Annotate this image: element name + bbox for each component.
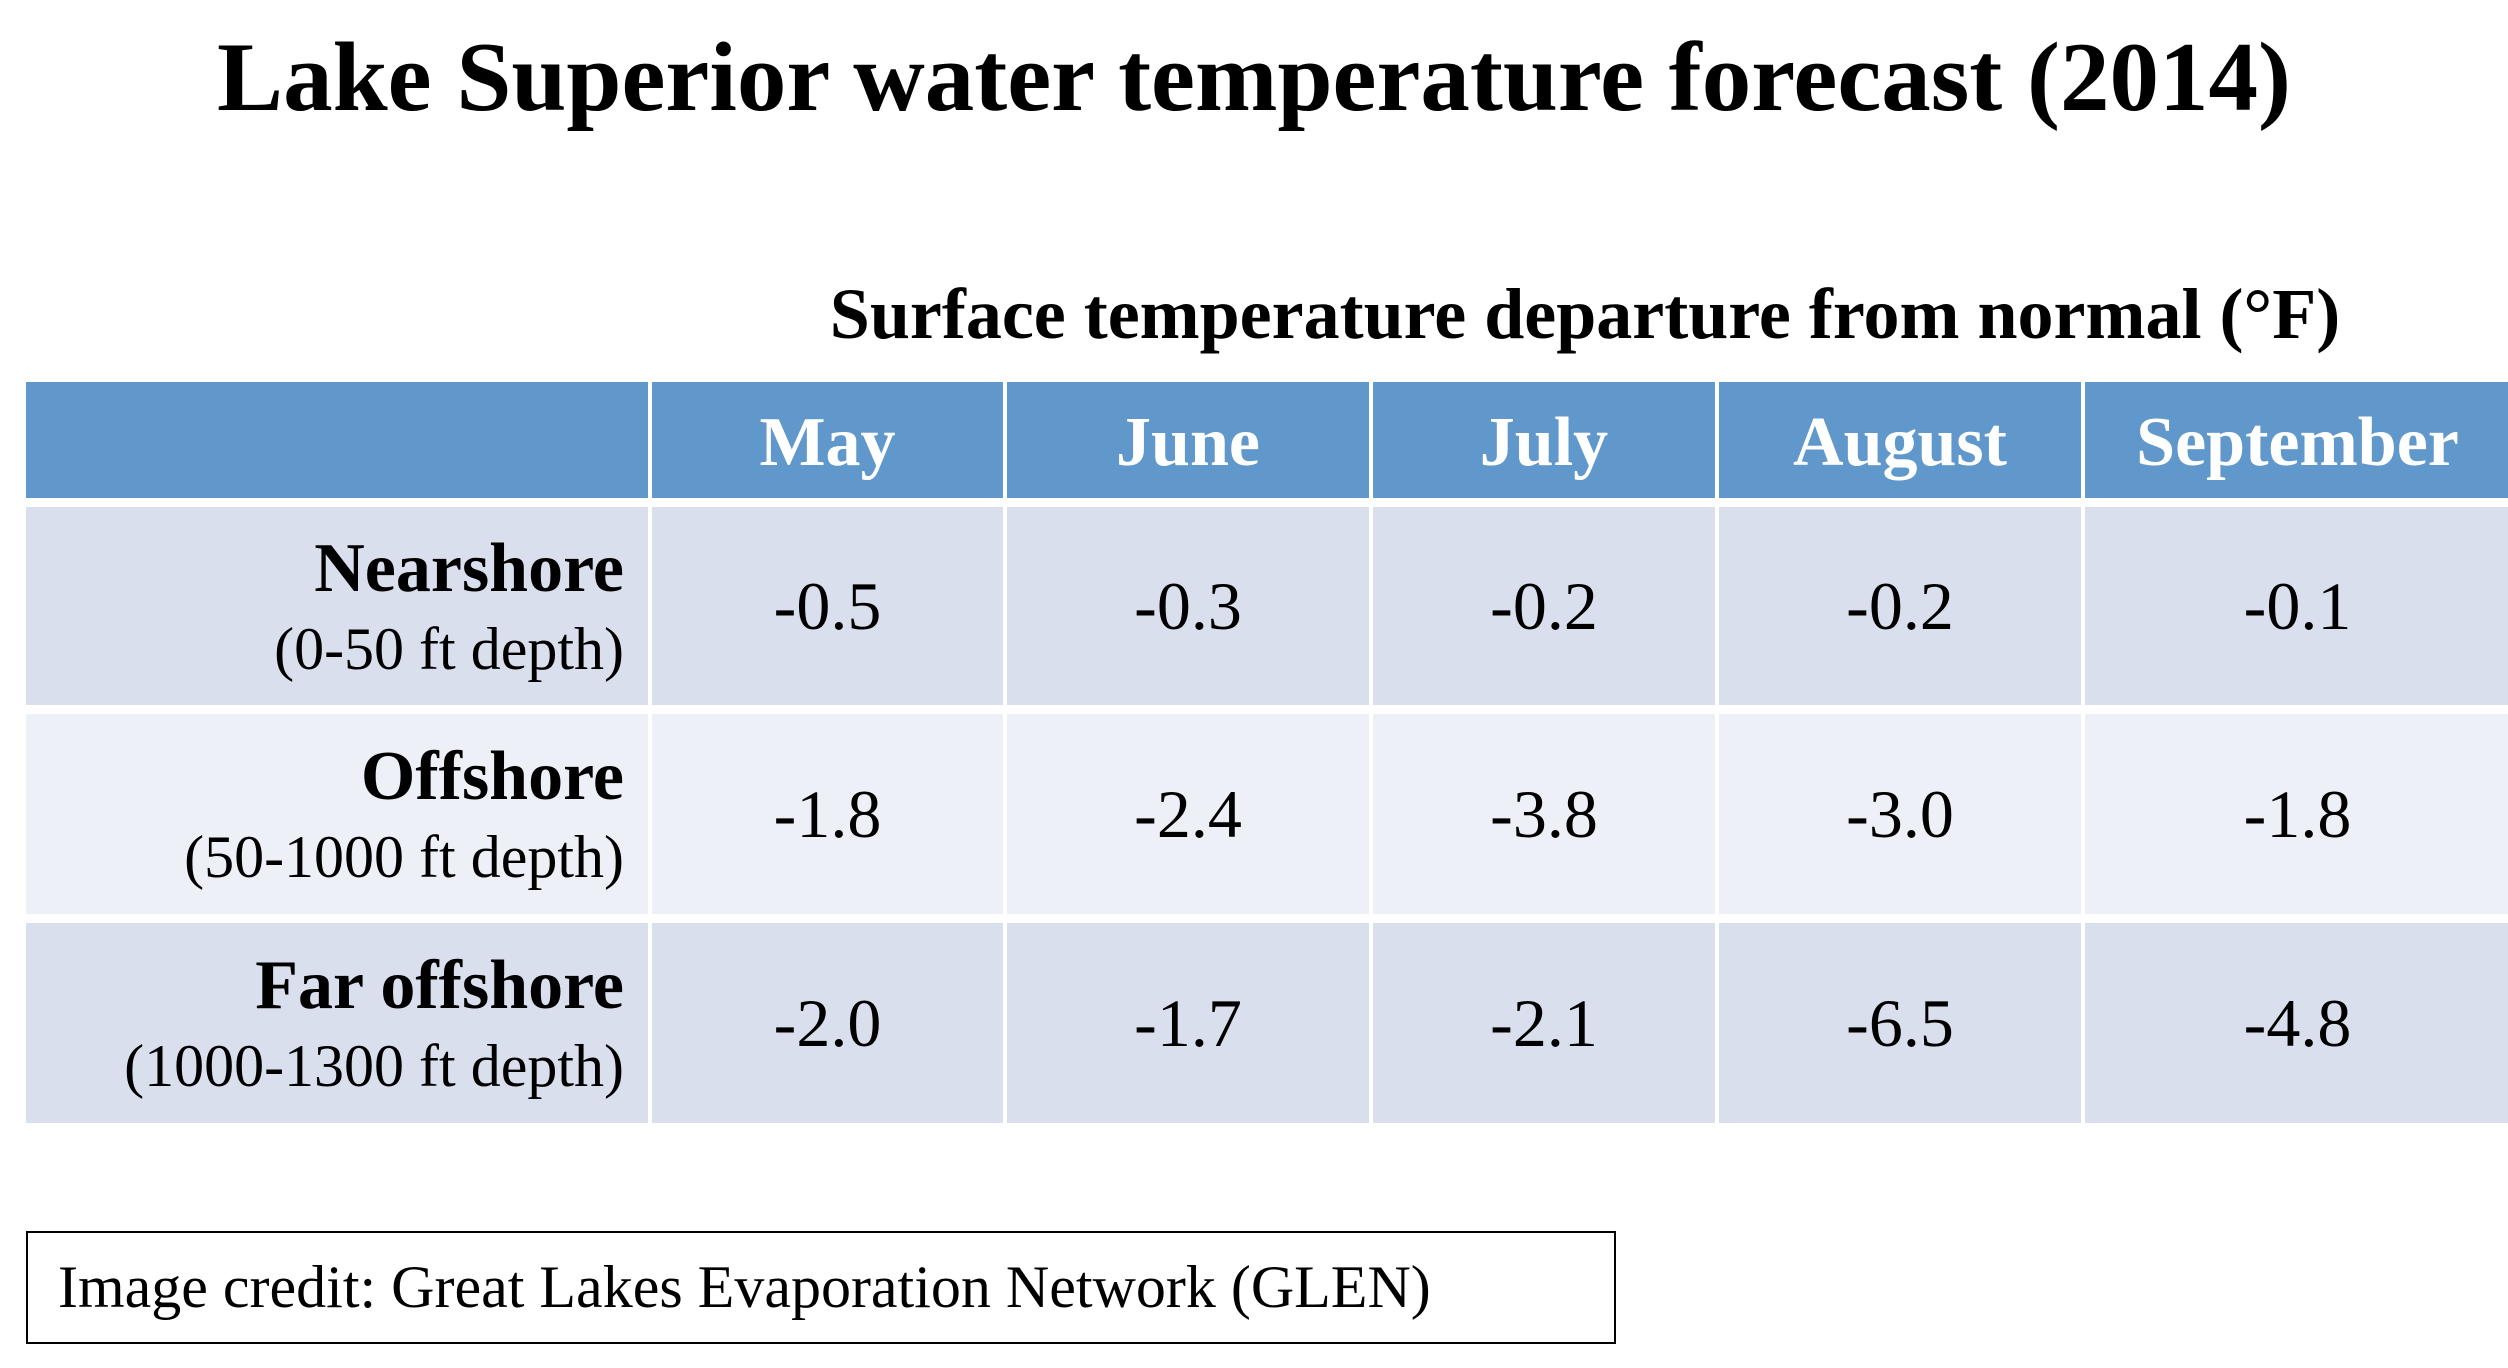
- column-header-july: July: [1373, 382, 1715, 498]
- value-cell: -0.2: [1373, 507, 1715, 705]
- value-cell: -6.5: [1719, 923, 2081, 1123]
- value-cell: -2.1: [1373, 923, 1715, 1123]
- value-cell: -3.0: [1719, 714, 2081, 914]
- value-cell: -3.8: [1373, 714, 1715, 914]
- value-cell: -2.0: [652, 923, 1003, 1123]
- row-label-far-offshore: Far offshore (1000-1300 ft depth): [26, 923, 648, 1123]
- table-subtitle: Surface temperature departure from norma…: [829, 274, 2341, 354]
- column-header-september: September: [2085, 382, 2508, 498]
- value-cell: -0.2: [1719, 507, 2081, 705]
- column-header-june: June: [1007, 382, 1369, 498]
- row-depth: (1000-1300 ft depth): [124, 1033, 624, 1099]
- value-cell: -2.4: [1007, 714, 1369, 914]
- header-corner-cell: [26, 382, 648, 498]
- image-credit-box: Image credit: Great Lakes Evaporation Ne…: [26, 1231, 1616, 1344]
- column-header-august: August: [1719, 382, 2081, 498]
- value-cell: -4.8: [2085, 923, 2508, 1123]
- value-cell: -0.5: [652, 507, 1003, 705]
- row-name: Nearshore: [314, 530, 624, 607]
- value-cell: -0.1: [2085, 507, 2508, 705]
- row-label-nearshore: Nearshore (0-50 ft depth): [26, 507, 648, 705]
- row-name: Offshore: [360, 738, 624, 815]
- row-label-offshore: Offshore (50-1000 ft depth): [26, 714, 648, 914]
- image-credit-text: Image credit: Great Lakes Evaporation Ne…: [58, 1254, 1431, 1320]
- chart-title: Lake Superior water temperature forecast…: [217, 23, 2291, 132]
- row-name: Far offshore: [255, 947, 624, 1024]
- forecast-table: May June July August September Nearshore…: [26, 382, 2508, 1123]
- value-cell: -0.3: [1007, 507, 1369, 705]
- column-header-may: May: [652, 382, 1003, 498]
- value-cell: -1.8: [2085, 714, 2508, 914]
- row-depth: (0-50 ft depth): [274, 616, 624, 682]
- row-depth: (50-1000 ft depth): [184, 824, 624, 890]
- value-cell: -1.8: [652, 714, 1003, 914]
- value-cell: -1.7: [1007, 923, 1369, 1123]
